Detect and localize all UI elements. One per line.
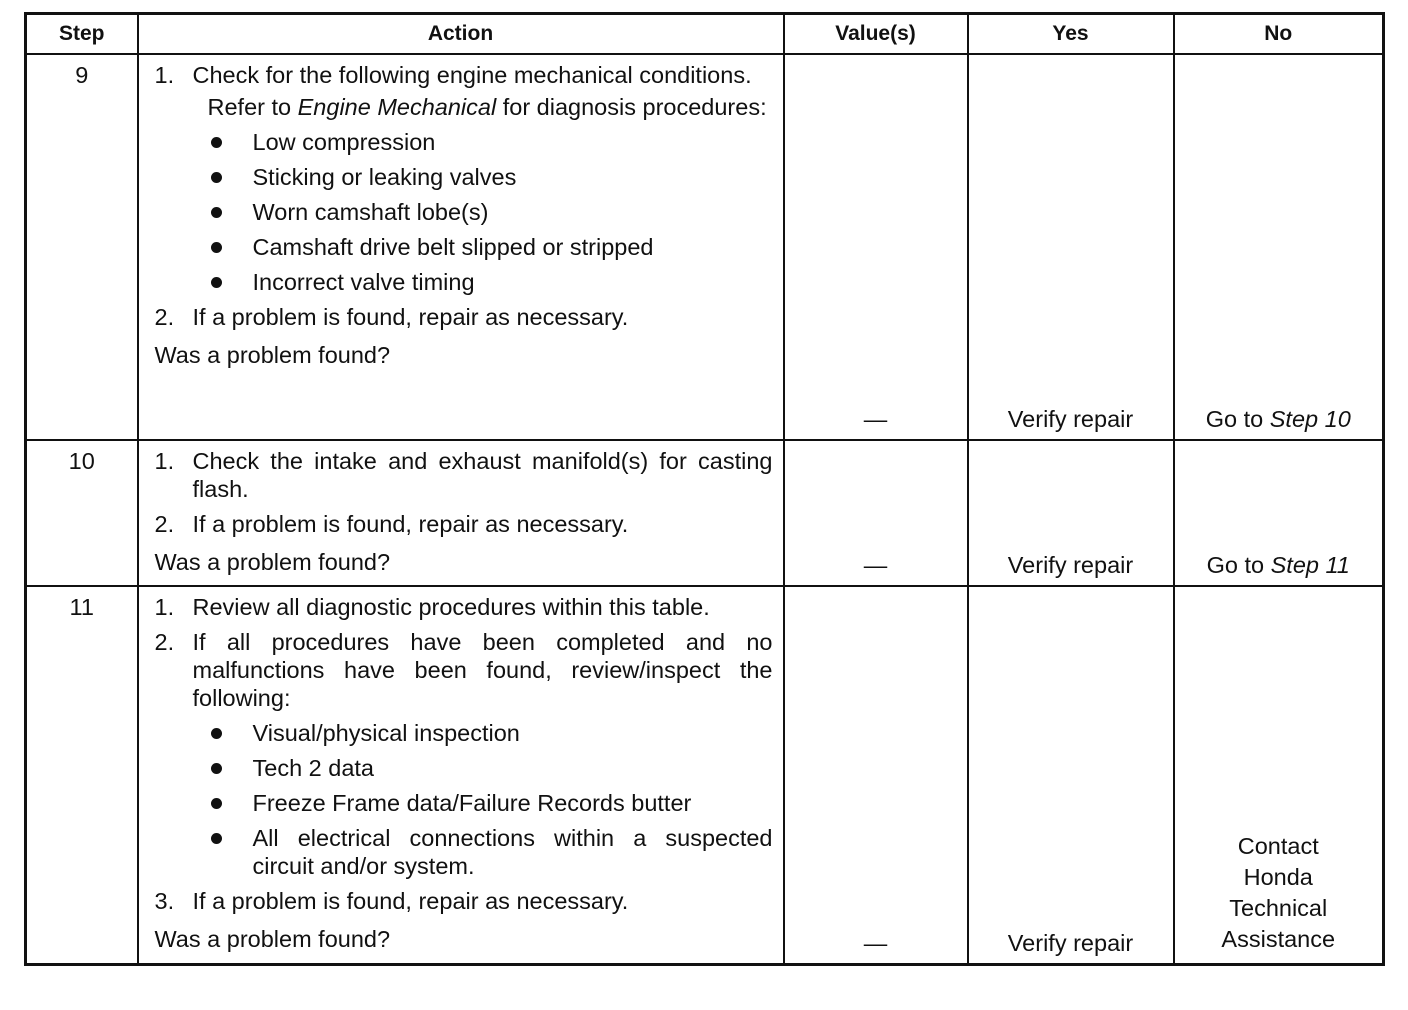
- no-text: Go to Step 10: [1175, 405, 1383, 433]
- bullet-item: Camshaft drive belt slipped or stripped: [155, 233, 773, 261]
- value-text: —: [863, 929, 888, 956]
- bullet-text: Worn camshaft lobe(s): [252, 199, 489, 225]
- bullet-icon: [207, 233, 253, 261]
- bullet-icon: [207, 754, 253, 782]
- bullet-icon: [207, 789, 253, 817]
- bullet-item: Sticking or leaking valves: [155, 163, 773, 191]
- numbered-item: 2. If a problem is found, repair as neces…: [155, 510, 773, 538]
- item-number: 3.: [154, 888, 175, 914]
- action-cell: 1. Review all diagnostic procedures withi…: [136, 585, 785, 965]
- action-cell: 1. Check for the following engine mechani…: [136, 53, 785, 441]
- no-text: Go to Step 11: [1175, 551, 1383, 579]
- no-line: Contact: [1237, 832, 1319, 859]
- header-step: Step: [24, 12, 139, 55]
- value-text: —: [863, 552, 888, 578]
- step-link[interactable]: Step 10: [1269, 406, 1351, 432]
- values-cell: —: [782, 585, 969, 965]
- question: Was a problem found?: [154, 342, 391, 368]
- bullet-icon: [207, 128, 253, 156]
- yes-cell: Verify repair: [966, 53, 1175, 441]
- numbered-item: 1. Review all diagnostic procedures withi…: [155, 593, 773, 621]
- bullet-item: Visual/physical inspection: [155, 719, 773, 747]
- header-no: No: [1172, 12, 1385, 55]
- bullet-text: Freeze Frame data/Failure Records butter: [252, 790, 692, 816]
- bullet-item: All electrical connections within a susp…: [155, 824, 773, 880]
- item-text: If all procedures have been completed an…: [192, 629, 773, 711]
- bullet-icon: [207, 719, 253, 747]
- no-cell: Go to Step 10: [1172, 53, 1385, 441]
- table-row: 10 1. Check the intake and exhaust manifo…: [24, 439, 1385, 587]
- step-number: 9: [24, 53, 139, 441]
- header-action: Action: [136, 12, 785, 55]
- diagnostic-table: Step Action Value(s) Yes No 9 1. Check fo…: [24, 12, 1385, 966]
- no-line: Assistance: [1221, 925, 1336, 952]
- no-line: Technical: [1229, 894, 1328, 921]
- question: Was a problem found?: [154, 549, 391, 575]
- bullet-item: Incorrect valve timing: [155, 268, 773, 296]
- item-number: 1.: [154, 448, 175, 474]
- no-line: Honda: [1243, 863, 1313, 890]
- table-row: 11 1. Review all diagnostic procedures wi…: [24, 585, 1385, 965]
- item-number: 2.: [154, 304, 175, 330]
- numbered-item: 1. Check the intake and exhaust manifold(…: [155, 447, 773, 503]
- note-text: for diagnosis procedures:: [496, 94, 767, 120]
- no-prefix: Go to: [1205, 406, 1270, 432]
- question: Was a problem found?: [154, 926, 391, 952]
- yes-text: Verify repair: [1007, 552, 1134, 578]
- value-text: —: [863, 406, 888, 432]
- values-cell: —: [782, 439, 969, 587]
- no-cell: Contact Honda Technical Assistance: [1172, 585, 1385, 965]
- yes-text: Verify repair: [1007, 929, 1134, 956]
- bullet-text: Camshaft drive belt slipped or stripped: [252, 234, 654, 260]
- numbered-item: 3. If a problem is found, repair as neces…: [155, 887, 773, 915]
- item-number: 1.: [154, 62, 175, 88]
- yes-cell: Verify repair: [966, 439, 1175, 587]
- yes-text: Verify repair: [1007, 406, 1134, 432]
- bullet-text: Tech 2 data: [252, 755, 375, 781]
- numbered-item: 2. If a problem is found, repair as neces…: [155, 303, 773, 331]
- item-number: 2.: [154, 511, 175, 537]
- bullet-text: Visual/physical inspection: [252, 720, 520, 746]
- bullet-icon: [207, 824, 253, 880]
- item-text: Check for the following engine mechanica…: [192, 62, 752, 88]
- action-cell: 1. Check the intake and exhaust manifold(…: [136, 439, 785, 587]
- header-yes: Yes: [966, 12, 1175, 55]
- step-number: 10: [24, 439, 139, 587]
- item-text: If a problem is found, repair as necessa…: [192, 511, 629, 537]
- bullet-text: All electrical connections within a susp…: [252, 825, 773, 879]
- bullet-item: Freeze Frame data/Failure Records butter: [155, 789, 773, 817]
- yes-cell: Verify repair: [966, 585, 1175, 965]
- no-text: Contact Honda Technical Assistance: [1175, 831, 1383, 955]
- bullet-icon: [207, 163, 253, 191]
- bullet-text: Low compression: [252, 129, 436, 155]
- header-values: Value(s): [782, 12, 969, 55]
- bullet-item: Worn camshaft lobe(s): [155, 198, 773, 226]
- bullet-text: Incorrect valve timing: [252, 269, 475, 295]
- bullet-icon: [207, 268, 253, 296]
- note-text: Refer to: [207, 94, 298, 120]
- item-number: 2.: [154, 629, 175, 655]
- bullet-text: Sticking or leaking valves: [252, 164, 517, 190]
- table-row: 9 1. Check for the following engine mecha…: [24, 53, 1385, 441]
- item-text: If a problem is found, repair as necessa…: [192, 304, 629, 330]
- item-text: If a problem is found, repair as necessa…: [192, 888, 629, 914]
- reference-link: Engine Mechanical: [297, 94, 497, 120]
- step-link[interactable]: Step 11: [1270, 552, 1350, 578]
- reference-note: Refer to Engine Mechanical for diagnosis…: [155, 93, 773, 121]
- no-cell: Go to Step 11: [1172, 439, 1385, 587]
- bullet-icon: [207, 198, 253, 226]
- step-number: 11: [24, 585, 139, 965]
- no-prefix: Go to: [1206, 552, 1271, 578]
- bullet-item: Tech 2 data: [155, 754, 773, 782]
- header-row: Step Action Value(s) Yes No: [24, 12, 1385, 55]
- item-text: Review all diagnostic procedures within …: [192, 594, 710, 620]
- item-text: Check the intake and exhaust manifold(s)…: [192, 448, 773, 502]
- values-cell: —: [782, 53, 969, 441]
- numbered-item: 2. If all procedures have been completed …: [155, 628, 773, 712]
- numbered-item: 1. Check for the following engine mechani…: [155, 61, 773, 89]
- item-number: 1.: [154, 594, 175, 620]
- bullet-item: Low compression: [155, 128, 773, 156]
